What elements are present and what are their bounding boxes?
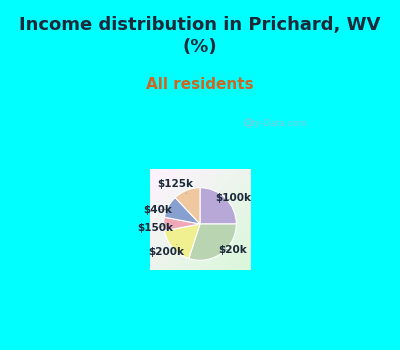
Text: $150k: $150k (138, 223, 174, 233)
Wedge shape (164, 224, 200, 259)
Text: $40k: $40k (143, 205, 172, 215)
Text: @: @ (243, 118, 253, 128)
Text: $200k: $200k (149, 244, 185, 257)
Wedge shape (200, 188, 236, 224)
Wedge shape (175, 188, 200, 224)
Wedge shape (189, 224, 236, 260)
Text: $20k: $20k (218, 245, 247, 255)
Wedge shape (164, 217, 200, 231)
Text: All residents: All residents (146, 77, 254, 92)
Wedge shape (164, 197, 200, 224)
Text: Income distribution in Prichard, WV
(%): Income distribution in Prichard, WV (%) (19, 16, 381, 56)
Text: City-Data.com: City-Data.com (244, 119, 308, 128)
Text: $125k: $125k (157, 179, 193, 194)
Text: $100k: $100k (215, 193, 251, 203)
